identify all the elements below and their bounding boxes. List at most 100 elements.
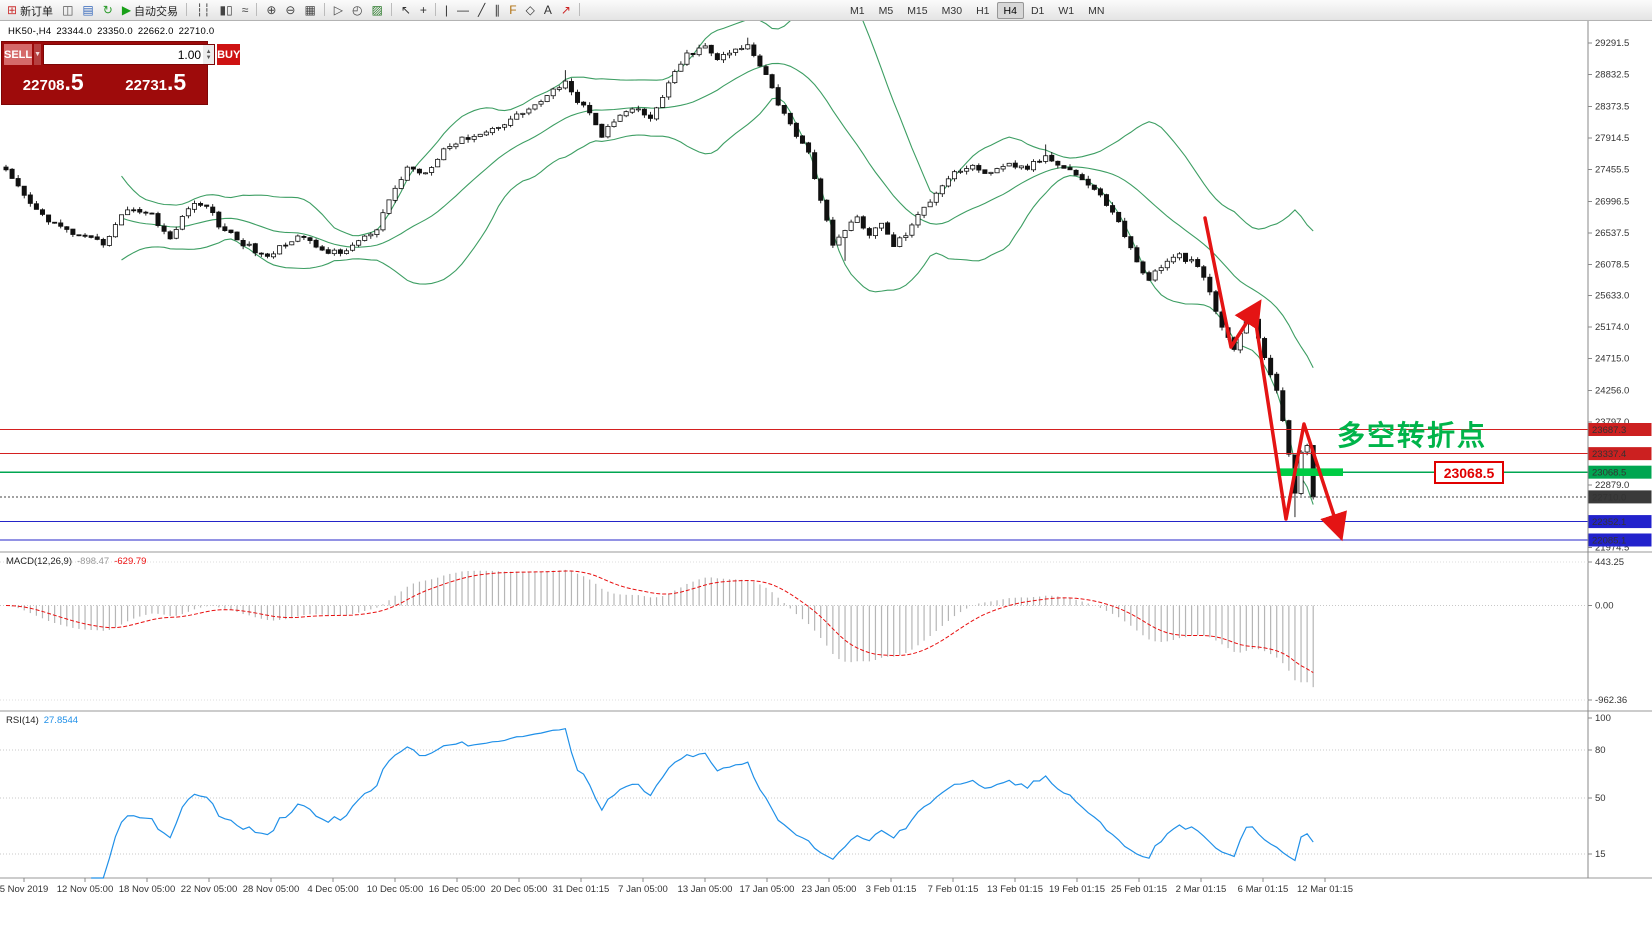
volume-input[interactable] [44,45,204,64]
rsi-value: 27.8544 [43,715,79,726]
symbol-ohlc-label: HK50-,H4 23344.0 23350.0 22662.0 22710.0 [8,26,219,37]
svg-text:22879.0: 22879.0 [1595,480,1629,491]
crosshair-button[interactable]: + [416,1,431,20]
vertical-line-button[interactable]: | [441,1,452,20]
timeframe-m1-button[interactable]: M1 [850,4,865,17]
toolbar-separator [323,3,325,16]
toolbar-separator [256,3,258,16]
time-axis[interactable]: 5 Nov 2019 12 Nov 05:00 18 Nov 05:00 22 Nov… [0,878,1353,895]
crosshair-icon: + [419,3,427,17]
svg-text:-962.36: -962.36 [1595,695,1627,706]
price-callout-box[interactable]: 23068.5 [1434,461,1504,484]
svg-text:28373.5: 28373.5 [1595,101,1629,112]
buy-button[interactable]: BUY [217,44,241,65]
shapes-button[interactable]: ◇ [522,1,539,20]
sell-price: 22708.5 [2,66,105,100]
timeframe-d1-button[interactable]: D1 [1030,4,1045,17]
svg-text:22710.0: 22710.0 [1592,492,1626,503]
sell-price-pips: .5 [64,69,84,95]
vertical-line-icon: | [444,3,449,17]
bar-chart-view-button[interactable]: ┆┆ [192,1,214,20]
red-trend-arrows[interactable] [1203,216,1347,542]
timeframe-m30-button[interactable]: M30 [941,4,963,17]
svg-text:25 Feb 01:15: 25 Feb 01:15 [1111,884,1167,895]
svg-text:12 Nov 05:00: 12 Nov 05:00 [57,884,114,895]
timeframe-h4-button[interactable]: H4 [996,2,1024,19]
svg-text:26996.5: 26996.5 [1595,196,1629,207]
market-watch-button[interactable]: ▤ [78,1,97,20]
horizontal-line-button[interactable]: — [453,1,473,20]
scroll-to-end-button[interactable]: ▷ [330,1,347,20]
high-value: 23350.0 [97,26,133,37]
candlestick-icon: ▮▯ [219,3,233,17]
line-chart-view-button[interactable]: ≈ [238,1,253,20]
toolbar-separator [578,3,580,16]
zoom-in-button[interactable]: ⊕ [262,1,280,20]
timeframe-mn-button[interactable]: MN [1088,4,1105,17]
svg-text:22085.1: 22085.1 [1592,535,1626,546]
refresh-icon: ↻ [102,3,113,17]
macd-signal-value: -629.79 [114,556,147,567]
arrow-object-button[interactable]: ↗ [557,1,575,20]
market-watch-icon: ▤ [82,3,94,17]
sell-button[interactable]: SELL [4,44,33,65]
macd-indicator-label: MACD(12,26,9) -898.47 -629.79 [6,556,146,567]
svg-text:25174.0: 25174.0 [1595,322,1629,333]
svg-text:24715.0: 24715.0 [1595,354,1629,365]
timeframe-m15-button[interactable]: M15 [907,4,928,17]
zoom-out-button[interactable]: ⊖ [281,1,299,20]
svg-text:80: 80 [1595,745,1606,756]
chart-windows-button[interactable]: ◫ [58,1,77,20]
rsi-name: RSI(14) [6,715,39,726]
timeframe-w1-button[interactable]: W1 [1058,4,1075,17]
new-order-button-label: 新订单 [20,5,54,18]
svg-text:2 Mar 01:15: 2 Mar 01:15 [1176,884,1227,895]
chart-window-icon: ◫ [62,3,74,17]
macd-name: MACD(12,26,9) [6,556,72,567]
ohlc-bars-icon: ┆┆ [196,3,211,17]
timeframe-h1-button[interactable]: H1 [976,4,990,17]
rsi-indicator-label: RSI(14) 27.8544 [6,715,78,726]
main-toolbar: ⊞ 新订单 ◫ ▤ ↻ ▶ 自动交易 ┆┆ ▮▯ ≈ ⊕ ⊖ ▦ ▷ ◴ ▨ ↖ + | — ╱ ∥ F ◇ A ↗ M1 M5 M1… [0,0,1652,21]
chinese-annotation-text[interactable]: 多空转折点 [1337,420,1488,451]
close-value: 22710.0 [178,26,215,37]
channel-button[interactable]: ∥ [490,1,504,20]
order-options-dropdown[interactable]: ▼ [34,44,42,65]
svg-text:23687.3: 23687.3 [1592,425,1626,436]
low-value: 22662.0 [137,26,174,37]
toolbar-separator [434,3,436,16]
svg-text:28 Nov 05:00: 28 Nov 05:00 [243,884,300,895]
volume-spinner: ▲ ▼ [203,45,215,64]
candlestick-view-button[interactable]: ▮▯ [216,1,237,20]
period-button[interactable]: ◴ [348,1,366,20]
shapes-icon: ◇ [525,3,535,17]
svg-text:15: 15 [1595,849,1606,860]
cursor-icon: ↖ [400,3,411,17]
refresh-button[interactable]: ↻ [99,1,117,20]
cursor-button[interactable]: ↖ [397,1,415,20]
macd-panel [0,561,1588,701]
rsi-panel [0,749,1588,855]
svg-text:23797.0: 23797.0 [1595,417,1629,428]
price-chart-canvas[interactable]: 29291.5 28832.5 28373.5 27914.5 27455.5 26996… [0,20,1652,945]
template-button[interactable]: ▨ [368,1,387,20]
text-label-button[interactable]: A [540,1,556,20]
volume-increase-button[interactable]: ▲ [205,48,212,55]
volume-decrease-button[interactable]: ▼ [205,54,212,61]
trendline-button[interactable]: ╱ [474,1,489,20]
price-axis[interactable]: 29291.5 28832.5 28373.5 27914.5 27455.5 26996… [1588,38,1629,860]
template-icon: ▨ [371,3,383,17]
order-level-segment[interactable] [1278,468,1343,476]
svg-text:17 Jan 05:00: 17 Jan 05:00 [740,884,795,895]
tile-windows-button[interactable]: ▦ [300,1,319,20]
macd-histogram [11,569,1314,688]
fibonacci-button[interactable]: F [505,1,520,20]
timeframe-m5-button[interactable]: M5 [878,4,894,17]
svg-text:24256.0: 24256.0 [1595,385,1629,396]
autotrading-button[interactable]: ▶ 自动交易 [118,1,182,20]
svg-text:6 Mar 01:15: 6 Mar 01:15 [1238,884,1289,895]
volume-field-wrap: ▲ ▼ [43,44,216,65]
autotrading-button-label: 自动交易 [134,5,179,18]
new-order-button[interactable]: ⊞ 新订单 [3,1,57,20]
zoom-out-icon: ⊖ [285,3,296,17]
